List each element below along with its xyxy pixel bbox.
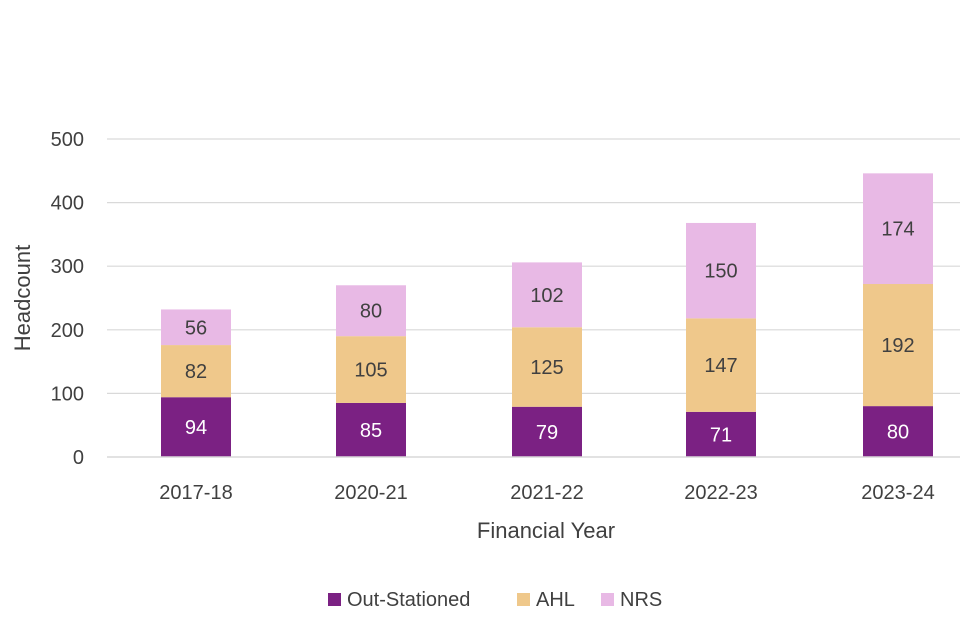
data-label: 71 bbox=[710, 424, 732, 446]
y-tick-label: 300 bbox=[51, 256, 84, 278]
bar-segment bbox=[336, 336, 406, 403]
bar-segment bbox=[336, 285, 406, 337]
bars bbox=[161, 173, 933, 457]
legend-swatch bbox=[328, 593, 341, 606]
legend-label: AHL bbox=[536, 589, 575, 611]
data-label: 147 bbox=[704, 355, 737, 377]
data-label: 80 bbox=[360, 301, 382, 323]
bar-segment bbox=[686, 318, 756, 412]
x-tick-label: 2021-22 bbox=[510, 482, 583, 504]
data-label: 105 bbox=[354, 360, 387, 382]
y-tick-label: 200 bbox=[51, 320, 84, 342]
data-labels: 94 82 56 85 105 80 79 125 102 71 147 150 80 192 174 bbox=[185, 219, 915, 447]
data-label: 82 bbox=[185, 361, 207, 383]
x-tick-label: 2017-18 bbox=[159, 482, 232, 504]
data-label: 192 bbox=[881, 335, 914, 357]
y-tick-label: 100 bbox=[51, 383, 84, 405]
y-axis-ticks: 0 100 200 300 400 500 bbox=[51, 129, 84, 469]
bar-segment bbox=[512, 262, 582, 328]
data-label: 174 bbox=[881, 219, 914, 241]
y-tick-label: 400 bbox=[51, 193, 84, 215]
bar-segment bbox=[863, 406, 933, 457]
y-tick-label: 0 bbox=[73, 447, 84, 469]
data-label: 85 bbox=[360, 420, 382, 442]
bar-segment bbox=[863, 284, 933, 407]
legend-swatch bbox=[517, 593, 530, 606]
bar-segment bbox=[161, 309, 231, 346]
bar-segment bbox=[863, 173, 933, 285]
legend-label: NRS bbox=[620, 589, 662, 611]
data-label: 79 bbox=[536, 422, 558, 444]
data-label: 150 bbox=[704, 261, 737, 283]
x-tick-label: 2020-21 bbox=[334, 482, 407, 504]
data-label: 94 bbox=[185, 417, 207, 439]
data-label: 125 bbox=[530, 357, 563, 379]
bar-segment bbox=[512, 406, 582, 457]
x-tick-label: 2022-23 bbox=[684, 482, 757, 504]
legend-label: Out-Stationed bbox=[347, 589, 470, 611]
y-tick-label: 500 bbox=[51, 129, 84, 151]
bar-segment bbox=[161, 397, 231, 457]
data-label: 80 bbox=[887, 422, 909, 444]
bar-segment bbox=[336, 402, 406, 457]
bar-segment bbox=[686, 222, 756, 319]
bar-segment bbox=[686, 411, 756, 457]
data-label: 56 bbox=[185, 317, 207, 339]
x-tick-label: 2023-24 bbox=[861, 482, 934, 504]
x-axis-title: Financial Year bbox=[477, 518, 615, 543]
bar-segment bbox=[512, 327, 582, 407]
x-axis-ticks: 2017-18 2020-21 2021-22 2022-23 2023-24 bbox=[159, 482, 934, 504]
data-label: 102 bbox=[530, 285, 563, 307]
legend-swatch bbox=[601, 593, 614, 606]
y-axis-title: Headcount bbox=[10, 245, 35, 351]
legend: Out-Stationed AHL NRS bbox=[328, 589, 662, 611]
bar-segment bbox=[161, 345, 231, 398]
